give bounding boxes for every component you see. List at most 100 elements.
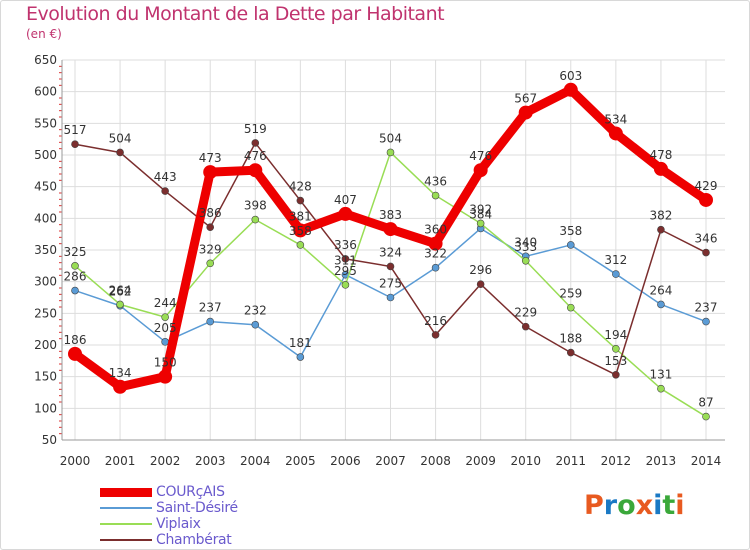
data-point-chamberat	[476, 280, 485, 289]
data-point-viplaix	[702, 412, 710, 421]
legend-swatch	[100, 523, 152, 525]
data-point-courcais	[473, 163, 488, 178]
data-point-saint-desire	[612, 270, 620, 278]
chart-subtitle: (en €)	[26, 27, 62, 41]
data-point-chamberat	[161, 187, 169, 195]
data-label-viplaix: 87	[698, 396, 713, 410]
data-point-chamberat	[341, 255, 350, 263]
legend-swatch	[100, 539, 152, 541]
data-label-saint-desire: 322	[424, 247, 447, 261]
x-tick-label: 2004	[240, 454, 271, 468]
data-point-chamberat	[612, 370, 620, 379]
data-point-courcais	[338, 206, 353, 221]
data-point-viplaix	[341, 281, 350, 289]
data-label-chamberat: 296	[469, 263, 492, 277]
data-label-saint-desire: 311	[334, 254, 357, 268]
x-tick-label: 2002	[150, 454, 181, 468]
series	[68, 82, 713, 421]
data-point-chamberat	[566, 348, 575, 357]
y-tick-label: 550	[34, 116, 57, 130]
data-labels: 186 134 150 473 476 381 407 383 360 476 567 603 534 4…	[64, 69, 718, 410]
data-label-courcais: 476	[469, 149, 492, 163]
axes: 50 100 150 200 250 300 350 400 450 500 550 600 650 20…	[34, 53, 725, 468]
legend-label: COURçAIS	[156, 484, 225, 500]
data-label-viplaix: 358	[289, 224, 312, 238]
x-tick-label: 2011	[556, 454, 587, 468]
data-point-saint-desire	[386, 293, 395, 302]
data-point-chamberat	[251, 139, 260, 147]
data-label-courcais: 407	[334, 193, 357, 207]
data-point-chamberat	[431, 331, 440, 339]
data-label-courcais: 429	[695, 179, 718, 193]
data-label-saint-desire: 237	[695, 301, 718, 315]
chart-title: Evolution du Montant de la Dette par Hab…	[26, 3, 445, 25]
legend-label: Chambérat	[156, 532, 232, 548]
data-point-chamberat	[296, 196, 305, 205]
logo-letter: r	[603, 490, 618, 521]
y-tick-label: 450	[34, 180, 57, 194]
data-label-viplaix: 325	[64, 245, 87, 259]
x-tick-label: 2010	[510, 454, 541, 468]
data-label-viplaix: 131	[649, 368, 672, 382]
logo-letter: i	[675, 490, 685, 521]
data-point-viplaix	[206, 259, 215, 268]
data-label-saint-desire: 232	[244, 304, 267, 318]
legend-label: Saint-Désiré	[156, 500, 238, 516]
data-label-courcais: 473	[199, 151, 222, 165]
data-point-viplaix	[476, 219, 485, 228]
x-tick-label: 2012	[601, 454, 632, 468]
data-point-courcais	[383, 222, 398, 237]
data-label-saint-desire: 312	[604, 253, 627, 267]
y-tick-label: 400	[34, 211, 57, 225]
data-point-courcais	[608, 126, 623, 141]
data-point-saint-desire	[657, 300, 665, 309]
data-label-viplaix: 392	[469, 202, 492, 216]
data-point-viplaix	[657, 384, 665, 393]
data-point-chamberat	[71, 140, 79, 149]
data-label-saint-desire: 181	[289, 336, 312, 350]
y-tick-label: 300	[34, 275, 57, 289]
x-tick-label: 2003	[195, 454, 226, 468]
data-point-viplaix	[251, 215, 260, 224]
data-label-chamberat: 443	[154, 170, 177, 184]
data-label-courcais: 134	[109, 366, 132, 380]
data-point-viplaix	[386, 148, 395, 157]
y-tick-label: 100	[34, 401, 57, 415]
data-label-courcais: 150	[154, 356, 177, 370]
data-label-chamberat: 229	[514, 306, 537, 320]
logo-letter: x	[635, 490, 654, 521]
data-label-viplaix: 264	[109, 283, 132, 297]
y-tick-label: 650	[34, 53, 57, 67]
data-point-viplaix	[116, 300, 124, 309]
data-point-viplaix	[521, 256, 530, 265]
data-label-chamberat: 517	[64, 123, 87, 137]
x-tick-label: 2001	[105, 454, 136, 468]
y-tick-label: 150	[34, 370, 57, 384]
data-label-chamberat: 519	[244, 122, 267, 136]
data-label-saint-desire: 286	[64, 270, 87, 284]
y-tick-label: 50	[42, 433, 57, 447]
data-label-viplaix: 436	[424, 175, 447, 189]
data-point-viplaix	[161, 313, 169, 321]
data-point-chamberat	[206, 223, 215, 231]
y-tick-label: 250	[34, 306, 57, 320]
x-tick-label: 2000	[60, 454, 91, 468]
data-point-viplaix	[431, 191, 440, 200]
data-point-courcais	[158, 369, 173, 384]
data-label-chamberat: 188	[559, 332, 582, 346]
data-label-courcais: 360	[424, 223, 447, 237]
data-label-courcais: 603	[559, 69, 582, 83]
x-tick-label: 2007	[375, 454, 406, 468]
data-point-chamberat	[386, 262, 395, 271]
y-tick-label: 350	[34, 243, 57, 257]
y-tick-label: 500	[34, 148, 57, 162]
data-label-courcais: 186	[64, 333, 87, 347]
grid	[62, 59, 725, 441]
data-label-saint-desire: 262	[109, 285, 132, 299]
data-label-saint-desire: 205	[154, 321, 177, 335]
logo-letter: i	[653, 490, 663, 521]
data-point-courcais	[113, 379, 128, 394]
data-point-saint-desire	[431, 263, 440, 272]
data-point-courcais	[518, 105, 533, 120]
